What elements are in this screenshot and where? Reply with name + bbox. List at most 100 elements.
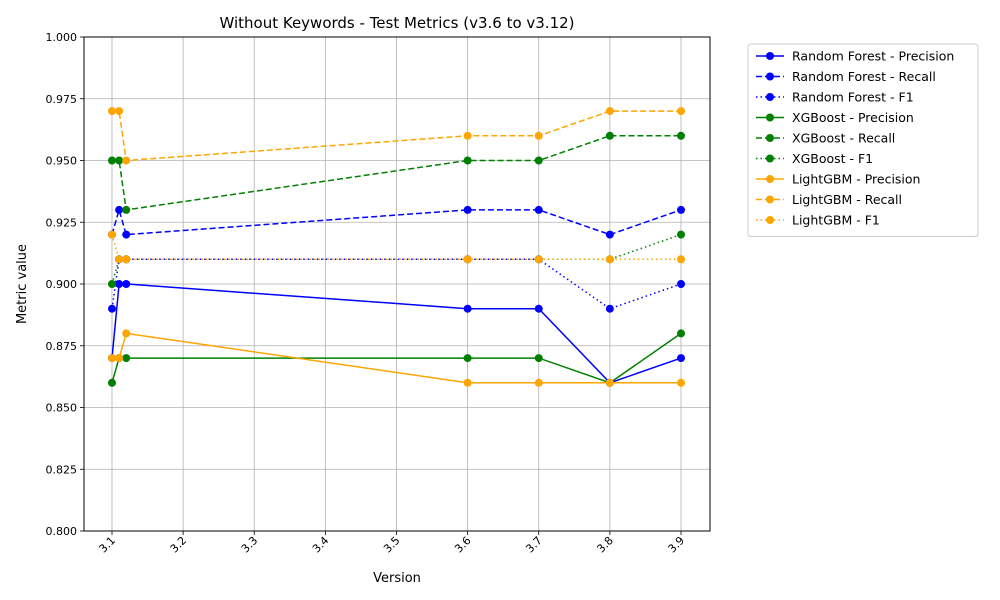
data-point	[677, 205, 685, 214]
legend-label: XGBoost - F1	[792, 151, 873, 166]
data-point	[115, 354, 124, 363]
data-point	[677, 378, 685, 387]
data-point	[677, 329, 685, 338]
data-point	[122, 205, 131, 214]
data-point	[463, 131, 472, 140]
legend-swatch-marker	[766, 52, 774, 60]
data-point	[108, 354, 116, 363]
legend-item: LightGBM - Precision	[756, 172, 920, 187]
data-point	[108, 230, 116, 239]
x-tick-label: 3.8	[594, 534, 616, 556]
legend-swatch-marker	[766, 175, 774, 183]
legend-swatch-marker	[766, 93, 774, 101]
y-tick-label: 0.800	[46, 525, 78, 538]
data-point	[122, 354, 131, 363]
y-axis-label: Metric value	[15, 244, 30, 324]
data-point	[115, 255, 124, 264]
data-point	[115, 280, 124, 288]
legend-item: Random Forest - F1	[756, 90, 914, 105]
chart-title: Without Keywords - Test Metrics (v3.6 to…	[219, 14, 574, 32]
legend-label: Random Forest - Recall	[792, 69, 936, 84]
legend-swatch-marker	[766, 154, 774, 163]
legend-item: XGBoost - Recall	[756, 131, 895, 146]
legend-item: Random Forest - Recall	[756, 69, 936, 84]
legend-swatch-marker	[766, 72, 774, 81]
data-point	[108, 107, 116, 116]
x-tick-label: 3.3	[239, 534, 261, 556]
data-point	[463, 255, 472, 264]
x-tick-label: 3.2	[168, 534, 190, 556]
legend-swatch-marker	[766, 134, 774, 142]
legend-swatch-marker	[766, 216, 774, 224]
legend-item: XGBoost - F1	[756, 151, 873, 166]
data-point	[534, 354, 543, 363]
y-tick-label: 0.850	[46, 402, 78, 415]
data-point	[605, 107, 614, 116]
data-point	[534, 156, 543, 165]
data-point	[108, 378, 116, 387]
x-axis-label: Version	[373, 571, 421, 586]
data-point	[108, 304, 116, 313]
x-tick-label: 3.7	[523, 534, 545, 556]
y-tick-label: 1.000	[46, 31, 78, 44]
legend-label: LightGBM - Recall	[792, 192, 902, 207]
legend-item: LightGBM - Recall	[756, 192, 902, 207]
data-point	[534, 255, 543, 264]
data-point	[534, 131, 543, 140]
y-tick-label: 0.975	[46, 93, 78, 106]
data-point	[463, 304, 472, 313]
data-point	[108, 156, 116, 165]
data-point	[115, 156, 124, 165]
data-point	[122, 329, 131, 338]
data-point	[534, 205, 543, 214]
x-tick-label: 3.1	[97, 534, 119, 556]
y-tick-label: 0.900	[46, 278, 78, 291]
data-point	[122, 280, 131, 288]
data-point	[108, 280, 116, 288]
series-layer	[108, 107, 685, 387]
legend-label: XGBoost - Recall	[792, 131, 895, 146]
data-point	[677, 280, 685, 288]
data-point	[677, 131, 685, 140]
data-point	[122, 230, 131, 239]
data-point	[605, 255, 614, 264]
x-tick-label: 3.4	[310, 534, 332, 556]
data-point	[463, 156, 472, 165]
legend-box	[747, 43, 979, 237]
data-point	[677, 107, 685, 116]
data-point	[677, 354, 685, 363]
data-point	[115, 205, 124, 214]
x-tick-label: 3.6	[452, 534, 474, 556]
data-point	[534, 304, 543, 313]
series-7	[108, 107, 685, 165]
legend-swatch-marker	[766, 113, 774, 122]
legend-label: XGBoost - Precision	[792, 110, 914, 125]
legend-swatch-marker	[766, 195, 774, 204]
legend-label: LightGBM - Precision	[792, 172, 920, 187]
series-4	[108, 131, 685, 214]
legend-label: Random Forest - Precision	[792, 49, 954, 64]
y-tick-label: 0.875	[46, 340, 78, 353]
data-point	[463, 205, 472, 214]
data-point	[115, 107, 124, 116]
legend-label: Random Forest - F1	[792, 90, 914, 105]
data-point	[677, 230, 685, 239]
data-point	[605, 304, 614, 313]
data-point	[122, 156, 131, 165]
y-tick-label: 0.925	[46, 216, 78, 229]
data-point	[677, 255, 685, 264]
x-tick-label: 3.5	[381, 534, 403, 556]
y-axis: 0.800 0.825 0.850 0.875 0.900 0.925 0.950 0.975…	[46, 31, 84, 538]
legend-item: Random Forest - Precision	[756, 49, 954, 64]
series-6	[108, 329, 685, 387]
legend: Random Forest - Precision Random Forest -…	[747, 43, 979, 237]
data-point	[605, 230, 614, 239]
data-point	[463, 378, 472, 387]
y-tick-label: 0.825	[46, 463, 78, 476]
y-tick-label: 0.950	[46, 155, 78, 168]
legend-item: XGBoost - Precision	[756, 110, 914, 125]
data-point	[534, 378, 543, 387]
x-tick-label: 3.9	[666, 534, 688, 556]
data-point	[605, 378, 614, 387]
